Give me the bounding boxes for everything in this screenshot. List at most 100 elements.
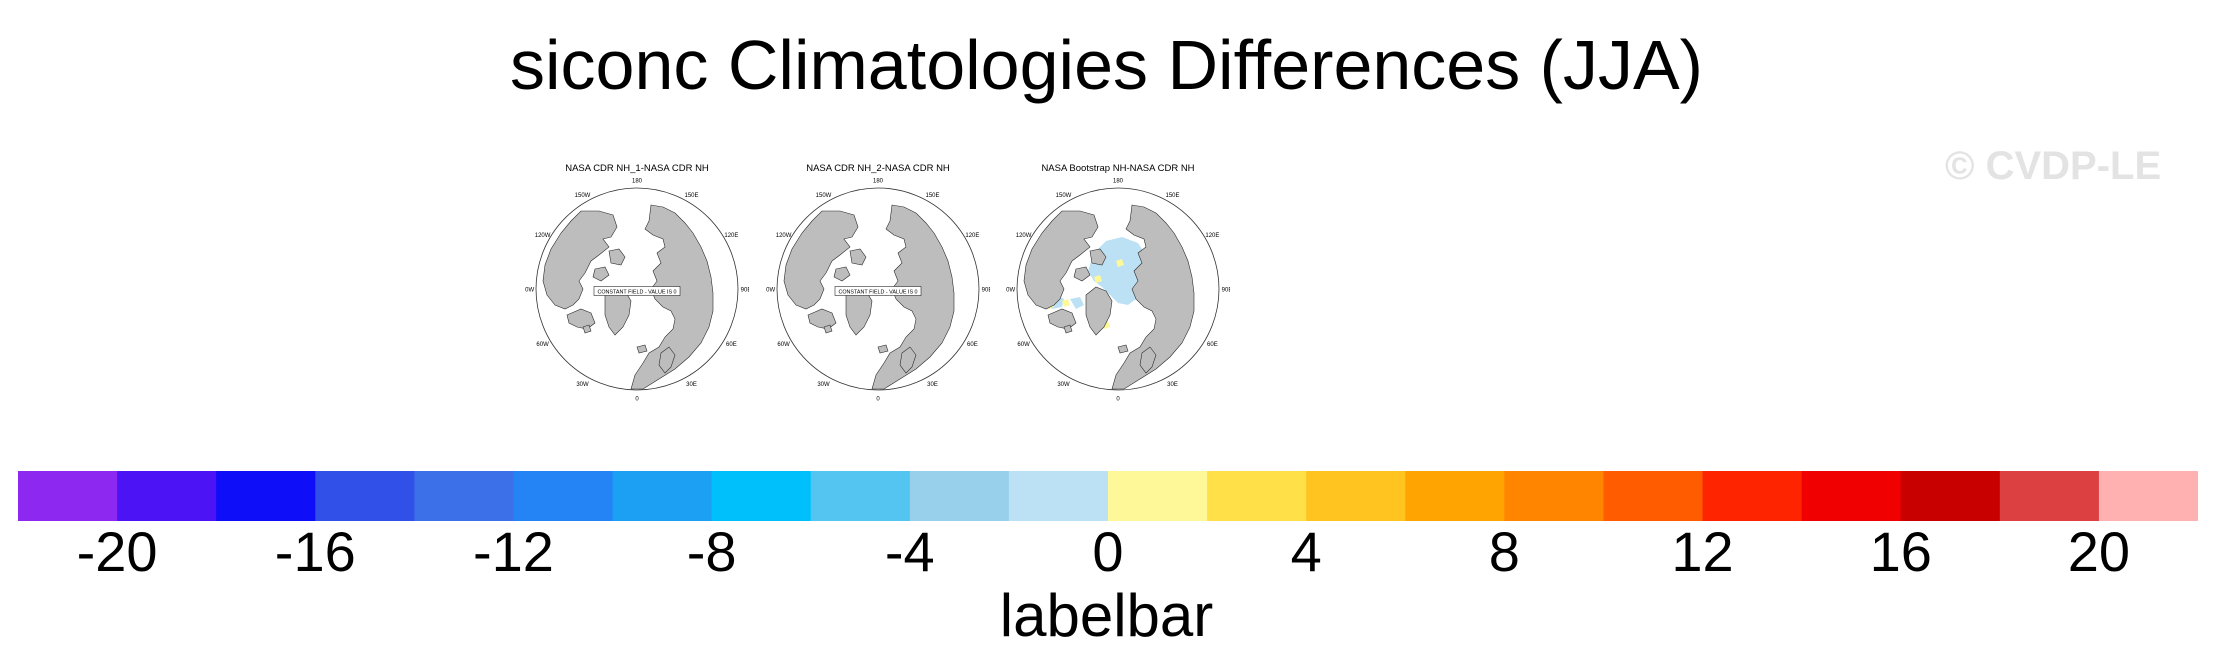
longitude-label: 60W: [1017, 342, 1030, 348]
colorbar-bin: [18, 471, 118, 521]
longitude-label: 120E: [724, 233, 738, 239]
longitude-label: 180: [873, 179, 884, 185]
colorbar-tick-label: 20: [2068, 520, 2130, 581]
land: [1047, 308, 1077, 330]
land: [592, 266, 610, 282]
map-border: [776, 187, 980, 391]
longitude-label: 30E: [686, 382, 697, 388]
land: [658, 346, 676, 374]
land: [1063, 324, 1073, 334]
map-panel-3: NASA Bootstrap NH-NASA CDR NH 180 150E 120…: [1006, 163, 1230, 413]
map-border: [1016, 187, 1220, 391]
colorbar-bin: [1801, 471, 1902, 521]
difference-field-negative: [1070, 297, 1084, 309]
longitude-label: 30E: [927, 382, 938, 388]
longitude-label: 90E: [741, 288, 749, 294]
longitude-label: 60E: [967, 342, 978, 348]
panel-title: NASA CDR NH_2-NASA CDR NH: [806, 163, 950, 174]
colorbar-bin: [1702, 471, 1803, 521]
longitude-label: 30E: [1167, 382, 1178, 388]
colorbar: -20 -16 -12 -8 -4 0 4 8 12 16 20: [18, 471, 2198, 581]
colorbar-bin: [513, 471, 614, 521]
land: [783, 210, 859, 310]
colorbar-bin: [1306, 471, 1406, 521]
colorbar-bin: [117, 471, 217, 521]
page-title: siconc Climatologies Differences (JJA): [509, 26, 1703, 104]
longitude-label: 60W: [536, 342, 549, 348]
land: [608, 248, 626, 266]
colorbar-bin: [1900, 471, 2001, 521]
colorbar-tick-label: -16: [275, 520, 356, 581]
map-panel-2: NASA CDR NH_2-NASA CDR NH 180 150E 120E 90E…: [766, 163, 990, 413]
colorbar-tick-label: -4: [885, 520, 935, 581]
land: [542, 210, 618, 310]
land: [582, 324, 592, 334]
longitude-label: 120W: [1016, 233, 1032, 239]
longitude-label: 150E: [925, 193, 939, 199]
longitude-label: 150W: [575, 193, 591, 199]
longitude-label: 90E: [982, 288, 990, 294]
colorbar-bin: [216, 471, 316, 521]
watermark: © CVDP-LE: [1945, 144, 2162, 188]
land: [849, 248, 867, 266]
land: [807, 308, 837, 330]
panel-title: NASA Bootstrap NH-NASA CDR NH: [1041, 163, 1195, 174]
longitude-label: 150W: [816, 193, 832, 199]
colorbar-tick-label: -20: [77, 520, 158, 581]
land: [1139, 346, 1157, 374]
longitude-label: 60E: [1207, 342, 1218, 348]
colorbar-bin: [1603, 471, 1704, 521]
land: [1085, 286, 1113, 336]
colorbar-bin: [1207, 471, 1307, 521]
panel-title: NASA CDR NH_1-NASA CDR NH: [565, 163, 709, 174]
longitude-label: 180: [1113, 179, 1124, 185]
colorbar-bin: [1999, 471, 2100, 521]
longitude-label: 60W: [777, 342, 790, 348]
colorbar-bin: [1405, 471, 1505, 521]
colorbar-tick-label: -8: [687, 520, 737, 581]
constant-field-box: [593, 286, 681, 296]
colorbar-bin: [909, 471, 1010, 521]
polar-map: 180 150E 120E 90E 60E 30E 0 30W 60W 90W 120W 150W CO…: [525, 179, 749, 403]
land: [823, 324, 833, 334]
map-panel-1: NASA CDR NH_1-NASA CDR NH 180 150E 120E 90E…: [525, 163, 749, 413]
colorbar-tick-label: 4: [1291, 520, 1322, 581]
colorbar-bin: [1108, 471, 1208, 521]
polar-map: 180 150E 120E 90E 60E 30E 0 30W 60W 90W 120W 150W CO…: [766, 179, 990, 403]
colorbar-bin: [414, 471, 514, 521]
colorbar-bin: [2098, 471, 2198, 521]
colorbar-tick-label: 8: [1489, 520, 1520, 581]
constant-field-note: CONSTANT FIELD - VALUE IS 0: [838, 290, 917, 296]
colorbar-bin: [711, 471, 812, 521]
colorbar-bin: [810, 471, 911, 521]
longitude-label: 150E: [684, 193, 698, 199]
longitude-label: 60E: [726, 342, 737, 348]
longitude-label: 90E: [1222, 288, 1230, 294]
map-border: [535, 187, 739, 391]
longitude-label: 120W: [535, 233, 551, 239]
difference-field-positive: [1116, 259, 1124, 267]
land: [1117, 344, 1129, 354]
colorbar-tick-label: 12: [1671, 520, 1733, 581]
longitude-label: 120E: [965, 233, 979, 239]
colorbar-bin: [612, 471, 713, 521]
land: [899, 346, 917, 374]
colorbar-bin: [1008, 471, 1109, 521]
longitude-label: 30W: [576, 382, 589, 388]
land: [1089, 248, 1107, 266]
land: [871, 204, 955, 390]
difference-field-positive: [1062, 299, 1070, 307]
colorbar-tick-label: -12: [473, 520, 554, 581]
constant-field-note: CONSTANT FIELD - VALUE IS 0: [597, 290, 676, 296]
colorbar-bin: [315, 471, 415, 521]
land: [833, 266, 851, 282]
longitude-label: 0: [1116, 397, 1120, 403]
longitude-label: 90W: [1006, 288, 1016, 294]
land: [636, 344, 648, 354]
longitude-label: 90W: [766, 288, 776, 294]
longitude-label: 0: [876, 397, 880, 403]
land: [877, 344, 889, 354]
land: [1111, 204, 1195, 390]
land: [1023, 210, 1099, 310]
polar-map: 180 150E 120E 90E 60E 30E 0 30W 60W 90W 120W 150W: [1006, 179, 1230, 403]
